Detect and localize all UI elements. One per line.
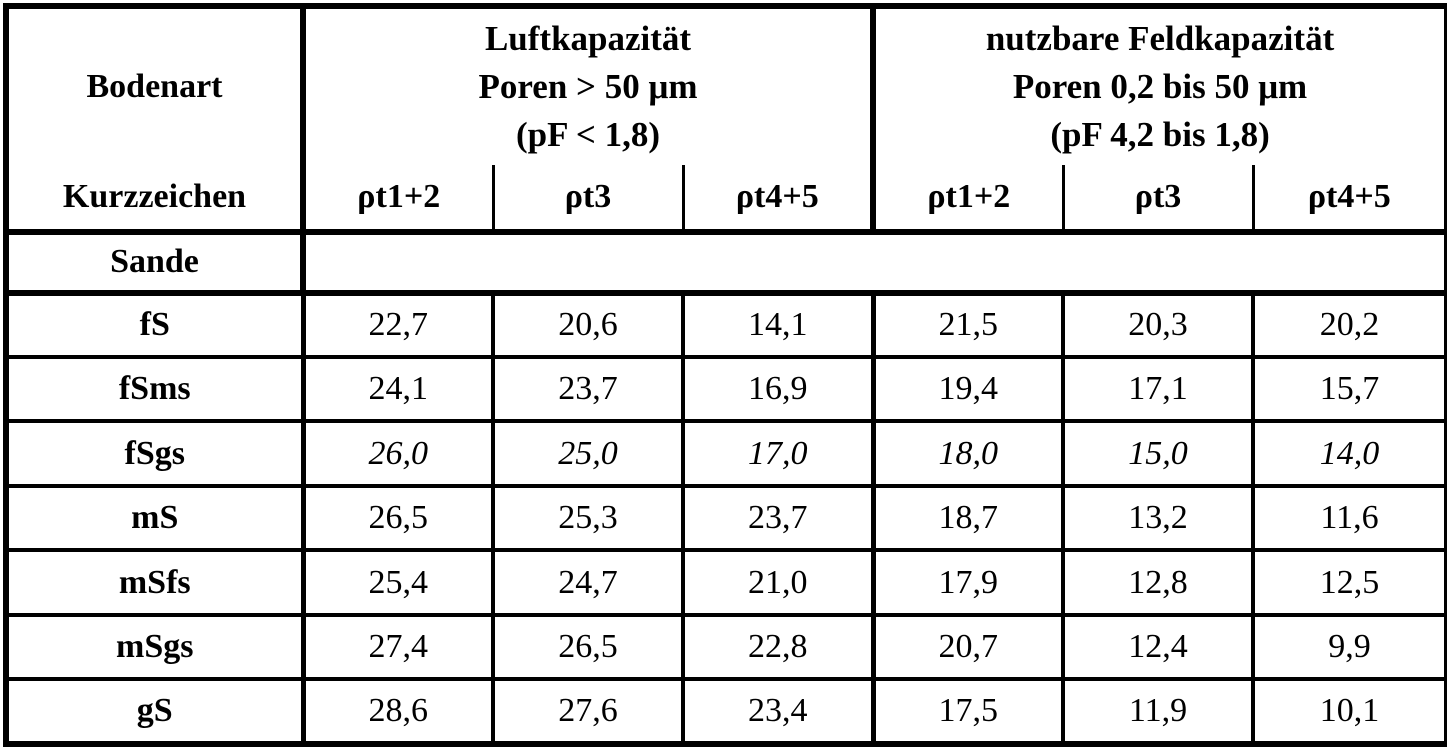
value-cell: 23,7 (680, 483, 874, 551)
value-cell: 23,7 (491, 354, 683, 422)
value-cell: 27,4 (301, 612, 493, 680)
subcol-lk-pt1-2: ρt1+2 (357, 177, 441, 215)
value-cell: 18,0 (870, 419, 1064, 486)
value-cell: 12,5 (1251, 548, 1447, 615)
row-label: gS (6, 677, 306, 744)
subcol-nfk-pt3: ρt3 (1061, 164, 1254, 233)
value-cell: 20,6 (491, 289, 683, 357)
row-label: fSms (6, 354, 306, 422)
subcol-lk-pt3: ρt3 (491, 164, 683, 233)
row-label: mSfs (6, 548, 306, 615)
table-row-msgs: mSgs 27,4 26,5 22,8 20,7 12,4 9,9 (6, 612, 1447, 680)
table-row-gs: gS 28,6 27,6 23,4 17,5 11,9 10,1 (6, 677, 1447, 744)
group1-condition: (pF < 1,8) (515, 114, 661, 154)
value-cell: 11,9 (1061, 677, 1254, 744)
value-cell: 12,8 (1061, 548, 1254, 615)
value-cell: 25,4 (301, 548, 493, 615)
header-group-feldkapazitaet: nutzbare Feldkapazität Poren 0,2 bis 50 … (870, 6, 1447, 165)
value-cell: 25,3 (491, 483, 683, 551)
value-cell: 14,1 (680, 289, 874, 357)
value-cell: 12,4 (1061, 612, 1254, 680)
header-subcol-row: Kurzzeichen ρt1+2 ρt3 ρt4+5 ρt1+2 ρt3 ρt… (6, 164, 1447, 233)
subcol-nfk-pt1-2: ρt1+2 (870, 164, 1064, 233)
value-cell: 11,6 (1251, 483, 1447, 551)
value-cell: 16,9 (680, 354, 874, 422)
subcol-nfk-pt4-5: ρt4+5 (1251, 164, 1447, 233)
value-cell: 28,6 (301, 677, 493, 744)
table-row-msfs: mSfs 25,4 24,7 21,0 17,9 12,8 12,5 (6, 548, 1447, 615)
value-cell: 17,1 (1061, 354, 1254, 422)
subcol-lk-pt4-5: ρt4+5 (681, 164, 874, 233)
table-row-fsms: fSms 24,1 23,7 16,9 19,4 17,1 15,7 (6, 354, 1447, 422)
value-cell: 22,8 (680, 612, 874, 680)
table-row-fs: fS 22,7 20,6 14,1 21,5 20,3 20,2 (6, 289, 1447, 357)
value-cell: 17,0 (680, 419, 874, 486)
value-cell: 26,0 (301, 419, 493, 486)
value-cell: 18,7 (870, 483, 1064, 551)
header-group-row: Bodenart Luftkapazität Poren > 50 μm (pF… (6, 6, 1447, 165)
group2-title: nutzbare Feldkapazität (985, 18, 1335, 58)
table-row-fsgs: fSgs 26,0 25,0 17,0 18,0 15,0 14,0 (6, 419, 1447, 486)
soil-capacity-table: Bodenart Luftkapazität Poren > 50 μm (pF… (3, 3, 1447, 747)
value-cell: 26,5 (301, 483, 493, 551)
row-label: mS (6, 483, 306, 551)
value-cell: 26,5 (491, 612, 683, 680)
header-kurzzeichen: Kurzzeichen (6, 164, 306, 233)
value-cell: 22,7 (301, 289, 493, 357)
header-bodenart: Bodenart (6, 6, 306, 165)
section-row-sande: Sande (6, 229, 1447, 293)
value-cell: 20,3 (1061, 289, 1254, 357)
section-label: Sande (6, 229, 306, 293)
value-cell: 20,2 (1251, 289, 1447, 357)
row-label: fSgs (6, 419, 306, 486)
row-label: fS (6, 289, 306, 357)
value-cell: 21,5 (870, 289, 1064, 357)
group1-subtitle: Poren > 50 μm (478, 66, 698, 106)
value-cell: 17,9 (870, 548, 1064, 615)
value-cell: 23,4 (680, 677, 874, 744)
value-cell: 13,2 (1061, 483, 1254, 551)
value-cell: 17,5 (870, 677, 1064, 744)
header-group-luftkapazitaet: Luftkapazität Poren > 50 μm (pF < 1,8) (303, 6, 873, 165)
value-cell: 21,0 (680, 548, 874, 615)
group2-condition: (pF 4,2 bis 1,8) (1050, 114, 1270, 154)
value-cell: 20,7 (870, 612, 1064, 680)
value-cell: 25,0 (491, 419, 683, 486)
value-cell: 27,6 (491, 677, 683, 744)
value-cell: 14,0 (1251, 419, 1447, 486)
group2-subtitle: Poren 0,2 bis 50 μm (1012, 66, 1308, 106)
row-label: mSgs (6, 612, 306, 680)
value-cell: 10,1 (1251, 677, 1447, 744)
value-cell: 15,7 (1251, 354, 1447, 422)
value-cell: 9,9 (1251, 612, 1447, 680)
value-cell: 15,0 (1061, 419, 1254, 486)
section-empty-merged-cell (303, 229, 1447, 293)
group1-title: Luftkapazität (484, 18, 692, 58)
value-cell: 19,4 (870, 354, 1064, 422)
table-row-ms: mS 26,5 25,3 23,7 18,7 13,2 11,6 (6, 483, 1447, 551)
value-cell: 24,1 (301, 354, 493, 422)
value-cell: 24,7 (491, 548, 683, 615)
